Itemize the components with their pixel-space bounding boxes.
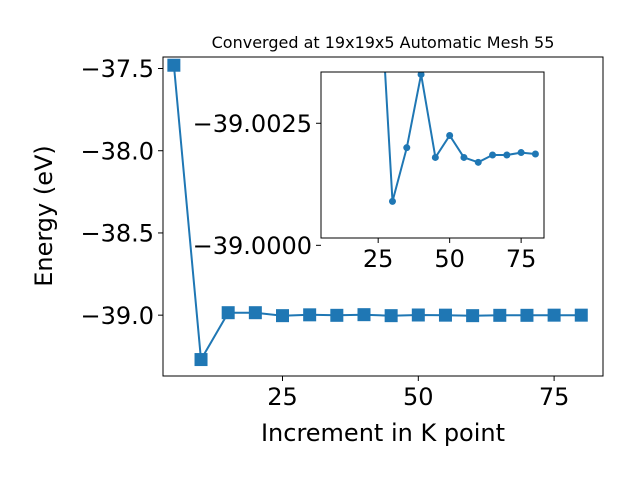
- main-point-2: [221, 306, 235, 320]
- inset-x-tick-label-1: 50: [434, 245, 465, 273]
- inset-frame: [320, 71, 545, 239]
- inset-y-tick-label-1: −39.0025: [193, 110, 312, 138]
- inset-point-6: [460, 153, 468, 161]
- inset-plot: 25 50 75 −39.0000 −39.0025: [193, 71, 545, 273]
- x-axis-label: Increment in K point: [261, 419, 505, 447]
- main-plot: 25 50 75 −37.5 −38.0 −38.5 −39.0: [80, 55, 604, 411]
- main-point-6: [330, 308, 344, 322]
- inset-x-tick-label-0: 25: [363, 245, 394, 273]
- main-y-tick-label-2: −38.5: [80, 220, 154, 248]
- inset-point-5: [446, 131, 454, 139]
- main-x-tick-label-1: 50: [403, 383, 434, 411]
- inset-point-2: [403, 144, 411, 152]
- main-y-tick-label-3: −39.0: [80, 302, 154, 330]
- inset-point-7: [474, 158, 482, 166]
- inset-point-10: [517, 149, 525, 157]
- main-point-9: [411, 308, 425, 322]
- main-point-10: [438, 308, 452, 322]
- inset-point-3: [417, 72, 425, 78]
- y-axis-label: Energy (eV): [30, 145, 58, 287]
- main-point-7: [357, 308, 371, 322]
- chart-title: Converged at 19x19x5 Automatic Mesh 55: [212, 33, 555, 52]
- main-point-11: [466, 309, 480, 323]
- inset-point-11: [531, 150, 539, 158]
- main-point-15: [574, 308, 588, 322]
- inset-series: [384, 72, 539, 205]
- main-series-line: [172, 65, 582, 363]
- main-point-5: [303, 308, 317, 322]
- main-x-tick-label-2: 75: [539, 383, 570, 411]
- main-y-tick-label-1: −38.0: [80, 137, 154, 165]
- main-point-8: [384, 309, 398, 323]
- main-series: [167, 58, 588, 367]
- main-point-0: [167, 58, 181, 72]
- main-point-12: [493, 308, 507, 322]
- main-point-13: [520, 308, 534, 322]
- main-x-tick-label-0: 25: [267, 383, 298, 411]
- inset-point-9: [503, 151, 511, 159]
- main-point-14: [547, 308, 561, 322]
- main-y-tick-label-0: −37.5: [80, 55, 154, 83]
- inset-point-1: [388, 197, 396, 205]
- inset-x-tick-label-2: 75: [506, 245, 537, 273]
- main-frame: [162, 56, 604, 377]
- inset-point-4: [431, 153, 439, 161]
- inset-y-tick-label-0: −39.0000: [193, 232, 312, 260]
- main-point-1: [194, 353, 208, 367]
- inset-point-8: [489, 151, 497, 159]
- main-point-3: [248, 306, 262, 320]
- main-point-4: [276, 309, 290, 323]
